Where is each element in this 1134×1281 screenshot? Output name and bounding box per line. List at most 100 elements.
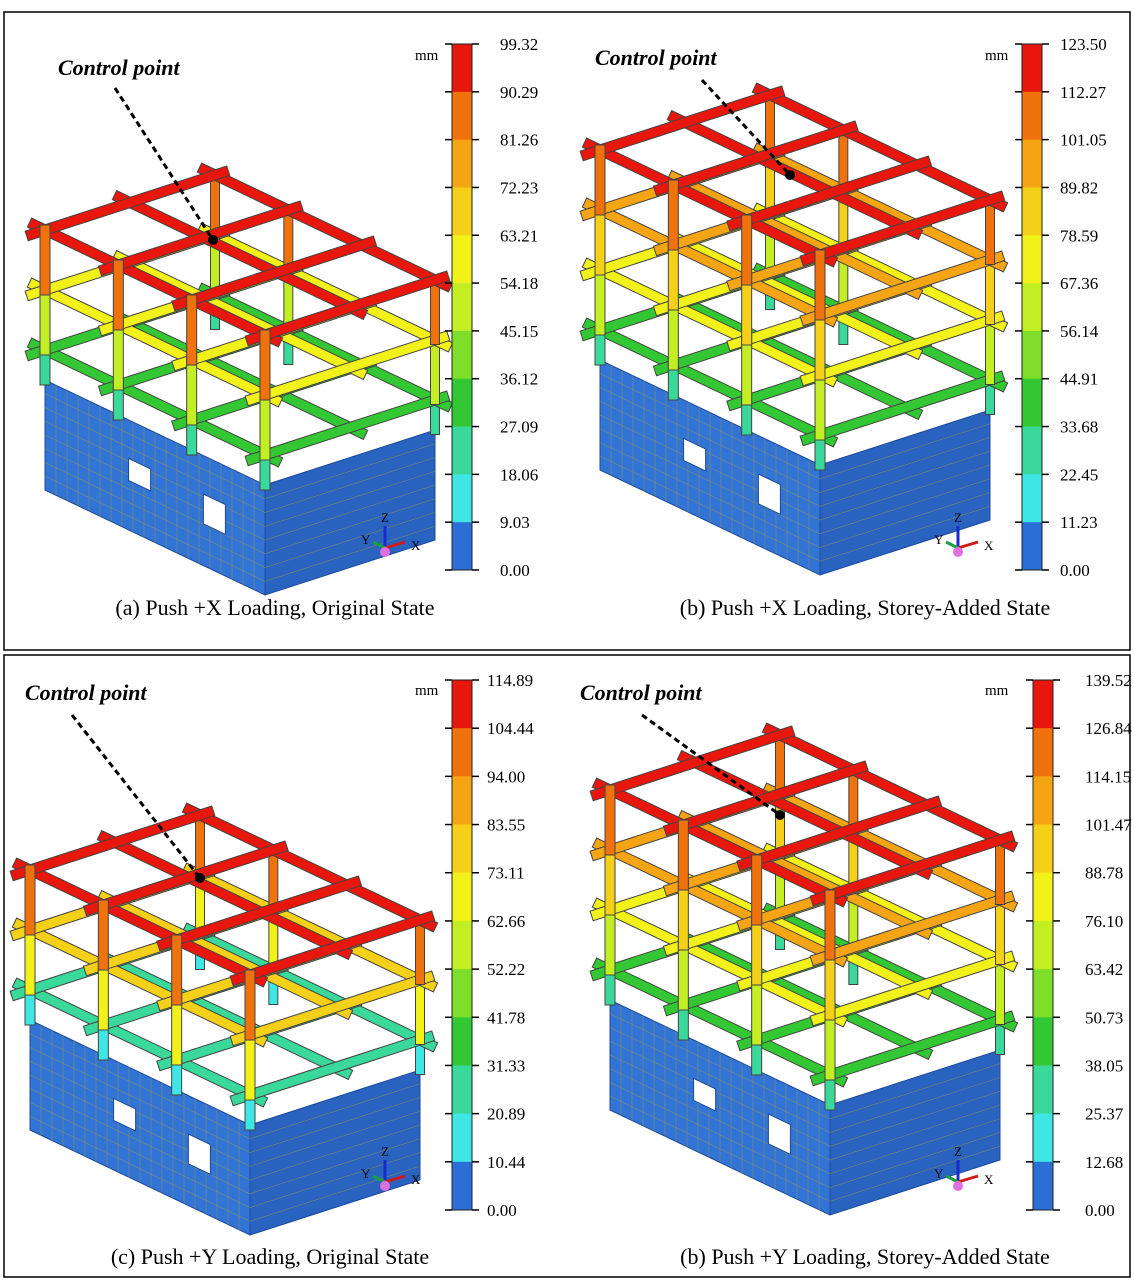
legend-band <box>452 187 472 235</box>
legend-label: 89.82 <box>1060 178 1098 197</box>
axis-origin <box>953 1181 963 1191</box>
unit-label: mm <box>415 683 439 699</box>
legend-label: 36.12 <box>500 370 538 389</box>
legend-label: 63.42 <box>1085 960 1123 979</box>
legend-label: 126.84 <box>1085 719 1132 738</box>
legend-label: 0.00 <box>487 1201 517 1220</box>
legend-band <box>452 140 472 188</box>
legend-band <box>452 92 472 140</box>
legend-band <box>452 873 472 922</box>
axis-label: X <box>984 1172 994 1187</box>
legend-label: 88.78 <box>1085 864 1123 883</box>
legend-label: 0.00 <box>1085 1201 1115 1220</box>
legend-band <box>1033 728 1053 777</box>
legend-band <box>1033 680 1053 729</box>
axis-arrow <box>958 542 978 548</box>
legend-label: 72.23 <box>500 178 538 197</box>
legend-label: 12.68 <box>1085 1153 1123 1172</box>
structure-model <box>596 730 1011 1215</box>
axis-arrow <box>946 542 958 548</box>
legend-label: 20.89 <box>487 1105 525 1124</box>
page: {"panels": [ {"control_label": "Control … <box>0 0 1134 1281</box>
axis-label: Y <box>934 532 944 547</box>
legend-band <box>1022 427 1042 475</box>
legend-band <box>1022 522 1042 570</box>
legend-label: 83.55 <box>487 816 525 835</box>
legend-band <box>1033 873 1053 922</box>
legend-label: 73.11 <box>487 864 525 883</box>
legend-band <box>1033 969 1053 1018</box>
legend-band <box>1022 283 1042 331</box>
legend-label: 31.33 <box>487 1056 525 1075</box>
legend-label: 63.21 <box>500 226 538 245</box>
axis-arrow <box>946 1176 958 1182</box>
legend-band <box>452 776 472 825</box>
legend-label: 27.09 <box>500 418 538 437</box>
legend-band <box>1022 92 1042 140</box>
control-point <box>775 810 785 820</box>
legend-band <box>452 283 472 331</box>
legend-label: 25.37 <box>1085 1105 1124 1124</box>
structure-model <box>586 90 1001 575</box>
legend-label: 11.23 <box>1060 513 1098 532</box>
caption: (c) Push +Y Loading, Original State <box>111 1244 429 1269</box>
legend-band <box>452 474 472 522</box>
caption: (b) Push +X Loading, Storey-Added State <box>680 595 1050 620</box>
legend-band <box>1022 379 1042 427</box>
control-point-label: Control point <box>25 680 148 705</box>
legend-band <box>452 728 472 777</box>
legend-label: 62.66 <box>487 912 525 931</box>
legend-band <box>452 44 472 92</box>
legend-label: 90.29 <box>500 83 538 102</box>
unit-label: mm <box>415 48 439 64</box>
legend-label: 41.78 <box>487 1008 525 1027</box>
legend-label: 101.05 <box>1060 131 1107 150</box>
legend-label: 22.45 <box>1060 465 1098 484</box>
legend-band <box>452 921 472 970</box>
legend-label: 10.44 <box>487 1153 526 1172</box>
unit-label: mm <box>985 48 1009 64</box>
axis-arrow <box>958 1176 978 1182</box>
legend-band <box>1033 1114 1053 1163</box>
legend-label: 114.89 <box>487 671 533 690</box>
axis-origin <box>953 547 963 557</box>
legend-label: 0.00 <box>1060 561 1090 580</box>
axis-label: Y <box>361 1166 371 1181</box>
legend-band <box>452 825 472 874</box>
legend-band <box>1033 1017 1053 1066</box>
axis-label: Z <box>381 510 389 525</box>
legend-label: 45.15 <box>500 322 538 341</box>
legend-label: 123.50 <box>1060 35 1107 54</box>
legend-band <box>452 969 472 1018</box>
legend-label: 9.03 <box>500 513 530 532</box>
legend-band <box>452 1017 472 1066</box>
legend-label: 101.47 <box>1085 816 1132 835</box>
control-point-label: Control point <box>580 680 703 705</box>
legend-label: 112.27 <box>1060 83 1107 102</box>
legend-label: 99.32 <box>500 35 538 54</box>
figure: Control point mm 99.32 90.29 81.26 72.23 63.21… <box>0 0 1134 1281</box>
axis-origin <box>380 547 390 557</box>
legend-band <box>1033 1065 1053 1114</box>
legend-band <box>452 680 472 729</box>
caption: (b) Push +Y Loading, Storey-Added State <box>680 1244 1050 1269</box>
beam <box>586 92 778 154</box>
axis-label: X <box>411 538 421 553</box>
legend-label: 81.26 <box>500 131 538 150</box>
legend-band <box>1033 825 1053 874</box>
legend-band <box>452 331 472 379</box>
legend-band <box>452 235 472 283</box>
legend-label: 54.18 <box>500 274 538 293</box>
legend-label: 44.91 <box>1060 370 1098 389</box>
axis-label: Z <box>954 1144 962 1159</box>
control-point-label: Control point <box>58 55 181 80</box>
legend-label: 76.10 <box>1085 912 1123 931</box>
legend-label: 67.36 <box>1060 274 1098 293</box>
axis-label: X <box>411 1172 421 1187</box>
control-point-label: Control point <box>595 45 718 70</box>
legend-band <box>1022 187 1042 235</box>
legend-band <box>1033 776 1053 825</box>
legend-label: 33.68 <box>1060 418 1098 437</box>
axis-label: Z <box>381 1144 389 1159</box>
leader-line <box>642 715 780 815</box>
